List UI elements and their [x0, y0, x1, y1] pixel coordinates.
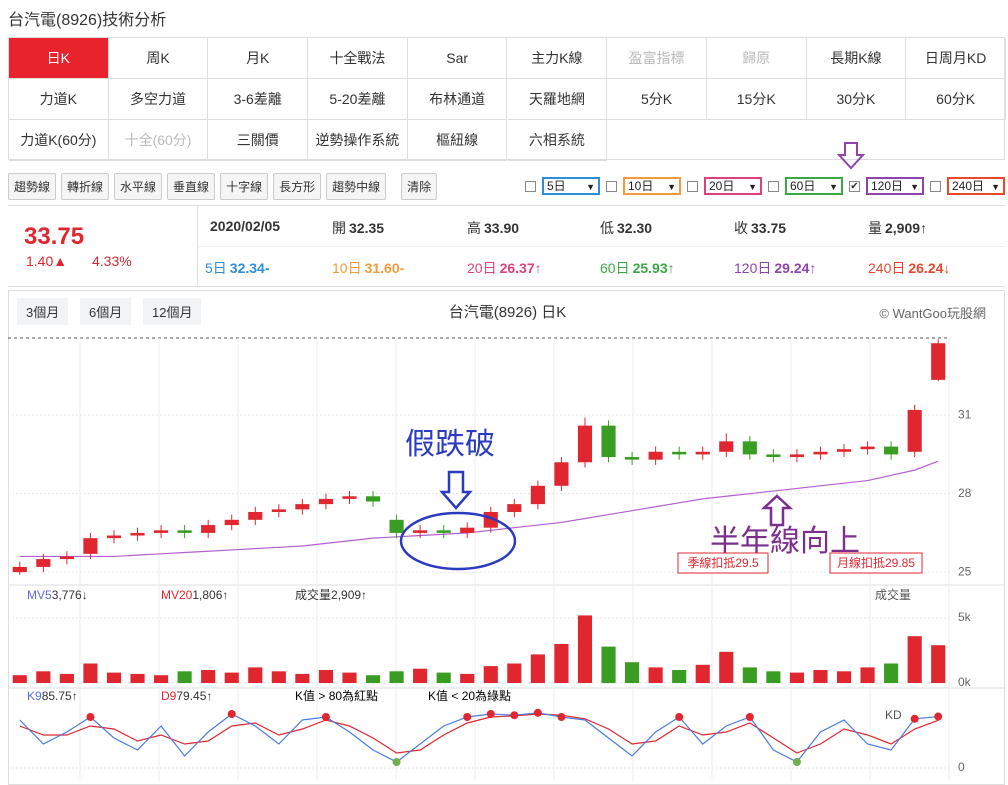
tab[interactable]: 十全戰法 [308, 38, 408, 79]
ma-field: 240日 26.24↓ [868, 258, 950, 278]
quote-field: 開 32.35 [332, 218, 384, 238]
tool-button[interactable]: 垂直線 [167, 173, 216, 200]
tab[interactable]: 布林通道 [407, 79, 508, 120]
tab[interactable]: 日K [9, 38, 109, 79]
ma-select[interactable]: 20日 [704, 177, 762, 195]
tool-button[interactable]: 趨勢線 [8, 173, 57, 200]
tab[interactable]: 月K [208, 38, 309, 79]
tab[interactable]: 日周月KD [906, 38, 1006, 79]
ma-label: 60日 [600, 260, 630, 276]
tab[interactable]: 三關價 [208, 120, 309, 161]
change-pct: 4.33% [92, 253, 132, 269]
chart-box: 3個月 6個月 12個月 台汽電(8926) 日K © WantGoo玩股網 [8, 290, 1005, 785]
ma-field: 60日 25.93↑ [600, 258, 675, 278]
tab: 歸原 [706, 38, 807, 79]
tab[interactable]: 逆勢操作系統 [308, 120, 408, 161]
tab[interactable]: 多空力道 [108, 79, 209, 120]
divider [198, 246, 1005, 247]
ma-select[interactable]: 120日 [866, 177, 924, 195]
ma-label: 20日 [467, 260, 497, 276]
quote-value: 2,909↑ [885, 220, 928, 236]
quote-field: 低 32.30 [600, 218, 652, 238]
range-button[interactable]: 3個月 [17, 298, 69, 325]
tab[interactable]: 5分K [607, 79, 707, 120]
checkbox[interactable]: ✔ [849, 180, 860, 192]
quote-label: 低 [600, 220, 614, 236]
tab[interactable]: 天羅地網 [507, 79, 608, 120]
ma-select[interactable]: 10日 [623, 177, 681, 195]
ma-selectors: 5日 10日 20日 60日 ✔ 120日 240日 [525, 177, 1005, 195]
quote-field: 高 33.90 [467, 218, 519, 238]
quote-label: 量 [868, 220, 882, 236]
tab[interactable]: 樞紐線 [407, 120, 508, 161]
quote-value: 32.30 [617, 220, 653, 236]
tool-button[interactable]: 長方形 [273, 173, 322, 200]
ma-field: 5日 32.34- [205, 258, 270, 278]
tab[interactable]: 周K [108, 38, 209, 79]
tool-button[interactable]: 趨勢中線 [326, 173, 387, 200]
ma-select[interactable]: 240日 [947, 177, 1005, 195]
quote-value: 33.90 [484, 220, 520, 236]
ma-label: 240日 [868, 260, 906, 276]
ma-value: 26.24↓ [908, 260, 951, 276]
tab[interactable]: Sar [407, 38, 508, 79]
change: 1.40▲ [26, 253, 68, 269]
tab[interactable]: 60分K [906, 79, 1006, 120]
toolbar: 趨勢線 轉折線 水平線 垂直線 十字線 長方形 趨勢中線 清除 [8, 173, 438, 200]
checkbox[interactable] [687, 180, 698, 192]
tab-grid: 日K 周K 月K 十全戰法 Sar 主力K線 盈富指標 歸原 長期K線 日周月KD 力道K 多空力道 3… [8, 37, 1006, 161]
tab[interactable]: 3-6差離 [208, 79, 309, 120]
ma-field: 20日 26.37↑ [467, 258, 542, 278]
checkbox[interactable] [930, 180, 941, 192]
tab[interactable]: 長期K線 [806, 38, 907, 79]
tab[interactable]: 5-20差離 [308, 79, 408, 120]
quote-value: 32.35 [349, 220, 385, 236]
tab[interactable]: 15分K [706, 79, 807, 120]
checkbox[interactable] [768, 180, 779, 192]
ma-label: 10日 [332, 260, 362, 276]
quote-value: 33.75 [751, 220, 787, 236]
quote-label: 高 [467, 220, 481, 236]
tool-button[interactable]: 水平線 [114, 173, 163, 200]
quote-field: 量 2,909↑ [868, 218, 927, 238]
ma-value: 25.93↑ [632, 260, 675, 276]
copyright: © WantGoo玩股網 [879, 306, 986, 321]
tab[interactable]: 主力K線 [507, 38, 608, 79]
ma-label: 5日 [205, 260, 227, 276]
tool-button[interactable]: 十字線 [220, 173, 269, 200]
chart-title: 台汽電(8926) 日K [448, 304, 567, 321]
quote-field: 收 33.75 [734, 218, 786, 238]
checkbox[interactable] [525, 180, 536, 192]
divider [197, 206, 198, 286]
ma-field: 120日 29.24↑ [734, 258, 816, 278]
price: 33.75 [24, 223, 85, 250]
checkbox[interactable] [606, 180, 617, 192]
quote-label: 收 [734, 220, 748, 236]
tab[interactable]: 力道K [9, 79, 109, 120]
range-button[interactable]: 6個月 [80, 298, 132, 325]
tool-button[interactable]: 轉折線 [61, 173, 110, 200]
ma-label: 120日 [734, 260, 772, 276]
quote-label: 開 [332, 220, 346, 236]
tab: 盈富指標 [607, 38, 707, 79]
tab[interactable]: 六相系統 [507, 120, 608, 161]
tab[interactable]: 30分K [806, 79, 907, 120]
ma-value: 32.34- [229, 260, 270, 276]
quote-panel: 33.75 1.40▲ 4.33% 2020/02/05 開 32.35 高 33.9… [8, 205, 1005, 287]
ma-select[interactable]: 60日 [785, 177, 843, 195]
tool-button[interactable]: 清除 [401, 173, 438, 200]
quote-date: 2020/02/05 [210, 218, 281, 234]
ma-value: 26.37↑ [499, 260, 542, 276]
ma-select[interactable]: 5日 [542, 177, 600, 195]
page-title: 台汽電(8926)技術分析 [8, 12, 167, 29]
ma-value: 31.60- [364, 260, 405, 276]
ma-field: 10日 31.60- [332, 258, 404, 278]
range-button[interactable]: 12個月 [143, 298, 202, 325]
tab[interactable]: 力道K(60分) [9, 120, 109, 161]
tab: 十全(60分) [108, 120, 209, 161]
ma-value: 29.24↑ [774, 260, 817, 276]
